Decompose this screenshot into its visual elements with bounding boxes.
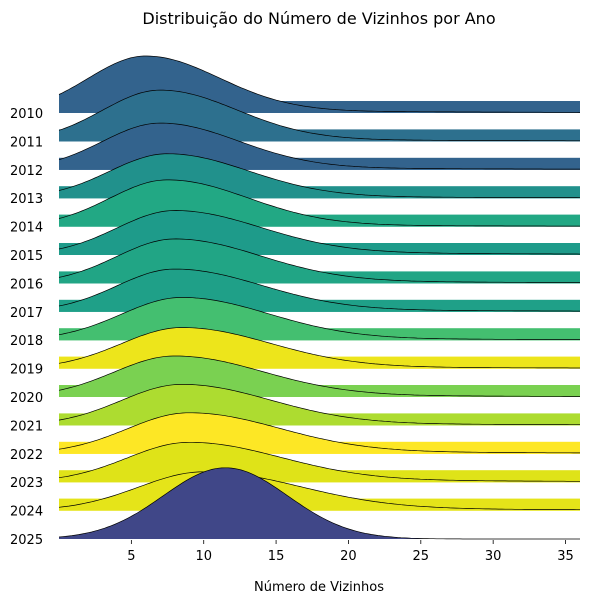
x-axis: 5 10 15 20 25 30 35 bbox=[127, 540, 574, 564]
y-tick-label-2018: 2018 bbox=[10, 334, 43, 349]
y-tick-label-2011: 2011 bbox=[10, 135, 43, 150]
y-tick-labels: 2010 2011 2012 2013 2014 2015 2016 2017 2018 2019… bbox=[10, 107, 43, 548]
chart-title: Distribuição do Número de Vizinhos por A… bbox=[142, 9, 495, 28]
y-tick-label-2019: 2019 bbox=[10, 363, 43, 378]
x-tick-label-25: 25 bbox=[413, 549, 430, 564]
y-tick-label-2012: 2012 bbox=[10, 164, 43, 179]
x-tick-label-30: 30 bbox=[485, 549, 502, 564]
x-tick-label-15: 15 bbox=[268, 549, 285, 564]
y-tick-label-2017: 2017 bbox=[10, 306, 43, 321]
y-tick-label-2015: 2015 bbox=[10, 249, 43, 264]
y-tick-label-2025: 2025 bbox=[10, 533, 43, 548]
y-tick-label-2016: 2016 bbox=[10, 277, 43, 292]
y-tick-label-2020: 2020 bbox=[10, 391, 43, 406]
x-tick-label-10: 10 bbox=[195, 549, 212, 564]
x-tick-label-20: 20 bbox=[340, 549, 357, 564]
y-tick-label-2022: 2022 bbox=[10, 448, 43, 463]
y-tick-label-2021: 2021 bbox=[10, 419, 43, 434]
x-tick-label-5: 5 bbox=[127, 549, 135, 564]
y-tick-label-2010: 2010 bbox=[10, 107, 43, 122]
y-tick-label-2013: 2013 bbox=[10, 192, 43, 207]
x-tick-label-35: 35 bbox=[557, 549, 574, 564]
ridges-group bbox=[59, 56, 580, 539]
y-tick-label-2023: 2023 bbox=[10, 476, 43, 491]
y-tick-label-2014: 2014 bbox=[10, 221, 43, 236]
x-axis-label: Número de Vizinhos bbox=[254, 580, 384, 595]
y-tick-label-2024: 2024 bbox=[10, 505, 43, 520]
